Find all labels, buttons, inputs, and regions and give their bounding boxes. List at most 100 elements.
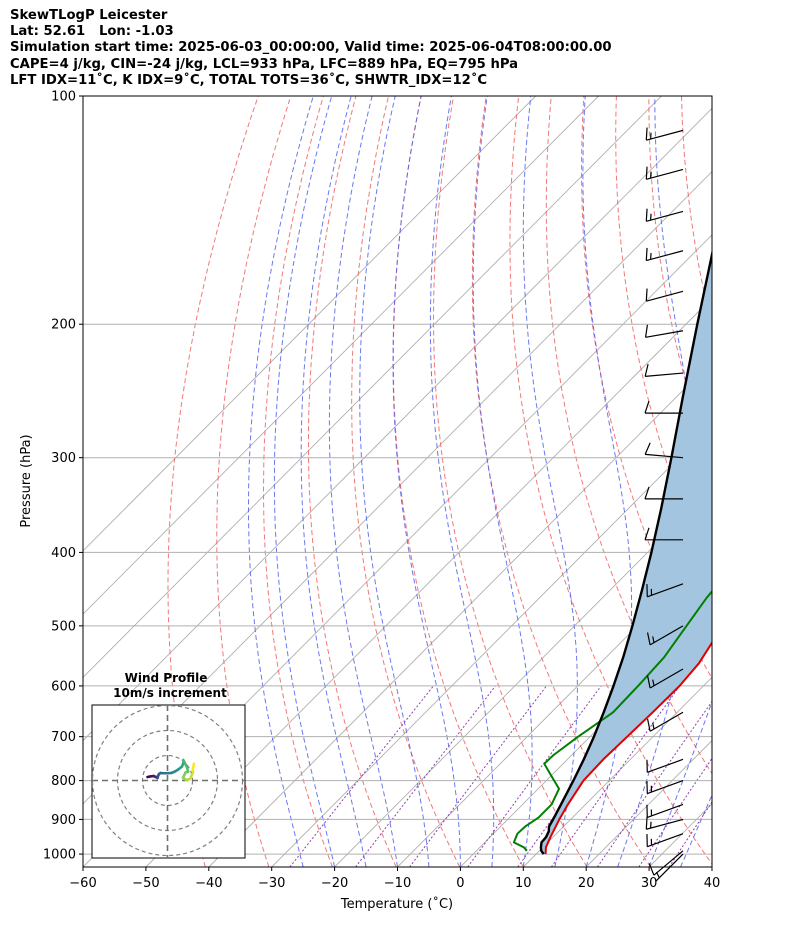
isotherm-line <box>460 613 712 867</box>
x-tick-label: −50 <box>132 876 159 891</box>
dewpoint-profile <box>512 589 712 852</box>
isotherm-line <box>522 676 712 867</box>
cape-shading <box>540 254 712 855</box>
moist-adiabat-line <box>617 96 699 867</box>
moist-adiabat-line <box>522 96 578 867</box>
x-tick-label: 40 <box>704 876 721 891</box>
dry-adiabat-line <box>392 96 524 867</box>
mixing-ratio-line <box>409 685 547 867</box>
y-tick-label: 900 <box>51 813 76 828</box>
wind-barb <box>644 324 684 338</box>
y-axis-label: Pressure (hPa) <box>19 434 34 527</box>
dry-adiabat-line <box>747 96 794 867</box>
y-tick-label: 200 <box>51 318 76 333</box>
dry-adiabat-line <box>714 96 794 867</box>
chart-title-line-1: SkewTLogP Leicester <box>10 8 168 23</box>
wind-barb <box>644 442 684 459</box>
mixing-ratio-line <box>550 685 681 867</box>
x-tick-label: 10 <box>515 876 532 891</box>
wind-barb <box>648 850 684 876</box>
wind-barb <box>646 711 684 732</box>
x-axis-ticks: −60 −50 −40 −30 −20 −10 0 10 20 30 40 <box>69 867 720 891</box>
wind-barb <box>646 668 684 689</box>
wind-barb <box>645 166 684 180</box>
y-tick-label: 600 <box>51 679 76 694</box>
wind-barb <box>644 527 683 541</box>
moist-adiabat-line <box>744 96 794 867</box>
hodograph-trace-segment <box>181 758 189 769</box>
dry-adiabat-line <box>308 96 397 867</box>
x-tick-label: −30 <box>258 876 285 891</box>
dry-adiabat-line <box>581 96 712 680</box>
dry-adiabat-line <box>351 96 461 867</box>
chart-title-line-5: LFT IDX=11˚C, K IDX=9˚C, TOTAL TOTS=36˚C… <box>10 73 488 88</box>
isotherm-line <box>397 550 712 867</box>
moist-adiabat-line <box>248 96 314 867</box>
mixing-ratio-line <box>467 685 602 867</box>
moist-adiabat-line <box>359 96 430 867</box>
moist-adiabat-line <box>328 96 398 867</box>
hodograph-subtitle: 10m/s increment <box>113 686 227 700</box>
wind-barbs <box>644 127 684 882</box>
y-tick-label: 1000 <box>43 848 76 863</box>
wind-barb <box>644 486 683 500</box>
x-tick-label: 30 <box>641 876 658 891</box>
moist-adiabat-line <box>300 96 367 867</box>
temperature-profile <box>544 640 712 855</box>
wind-barb <box>646 625 684 646</box>
dry-adiabat-line <box>509 96 712 865</box>
dry-adiabat-line <box>681 96 712 329</box>
x-tick-label: 0 <box>456 876 464 891</box>
wind-barb <box>645 127 684 141</box>
hodograph-trace-segment <box>191 762 196 771</box>
hodograph-frame <box>91 704 246 859</box>
y-tick-label: 800 <box>51 774 76 789</box>
chart-title-line-3: Simulation start time: 2025-06-03_00:00:… <box>10 40 612 55</box>
moist-adiabat-line <box>472 96 533 867</box>
sounding-profiles <box>512 248 712 855</box>
dry-adiabat-line <box>779 96 794 867</box>
wind-barb <box>646 803 684 818</box>
wind-barb <box>645 288 684 302</box>
dry-adiabat-line <box>545 96 712 775</box>
wind-barb <box>646 583 684 598</box>
isotherm-line <box>334 487 712 867</box>
isotherm-line <box>711 866 712 867</box>
moist-adiabat-line <box>711 865 712 867</box>
dry-adiabat-line <box>432 96 588 867</box>
isotherm-line <box>83 96 662 678</box>
isotherm-line <box>83 96 536 552</box>
chart-title-line-4: CAPE=4 j/kg, CIN=-24 j/kg, LCL=933 hPa, … <box>10 57 519 72</box>
x-axis-label: Temperature (˚C) <box>340 896 453 912</box>
hodograph-content <box>92 705 245 858</box>
mixing-ratio-line <box>638 757 712 867</box>
dry-adiabat-line <box>262 96 333 867</box>
wind-barb <box>645 816 684 830</box>
x-tick-label: −40 <box>195 876 222 891</box>
y-tick-label: 700 <box>51 730 76 745</box>
wind-barb <box>646 780 684 795</box>
dry-adiabat-line <box>471 96 652 867</box>
wind-barb <box>646 758 684 773</box>
hodograph-inset: Wind Profile 10m/s increment <box>91 671 246 859</box>
wind-barb <box>646 833 684 848</box>
wind-barb <box>645 208 684 222</box>
isotherm-line <box>83 107 712 742</box>
isotherm-line <box>271 423 712 867</box>
chart-title-line-2: Lat: 52.61 Lon: -1.03 <box>10 24 174 39</box>
mixing-ratio-line <box>668 801 712 867</box>
x-tick-label: −20 <box>321 876 348 891</box>
x-tick-label: 20 <box>578 876 595 891</box>
wind-barb <box>644 363 684 377</box>
mixing-ratio-line <box>355 685 496 867</box>
parcel-profile <box>539 248 712 855</box>
mixing-ratio-line <box>596 700 712 867</box>
y-tick-label: 500 <box>51 619 76 634</box>
moist-adiabat-line <box>648 699 712 867</box>
y-tick-label: 300 <box>51 451 76 466</box>
moist-adiabat-line <box>392 96 461 867</box>
moist-adiabat-line <box>429 96 495 867</box>
moist-adiabat-line <box>273 96 336 867</box>
wind-barb <box>655 853 684 882</box>
x-tick-label: −10 <box>384 876 411 891</box>
